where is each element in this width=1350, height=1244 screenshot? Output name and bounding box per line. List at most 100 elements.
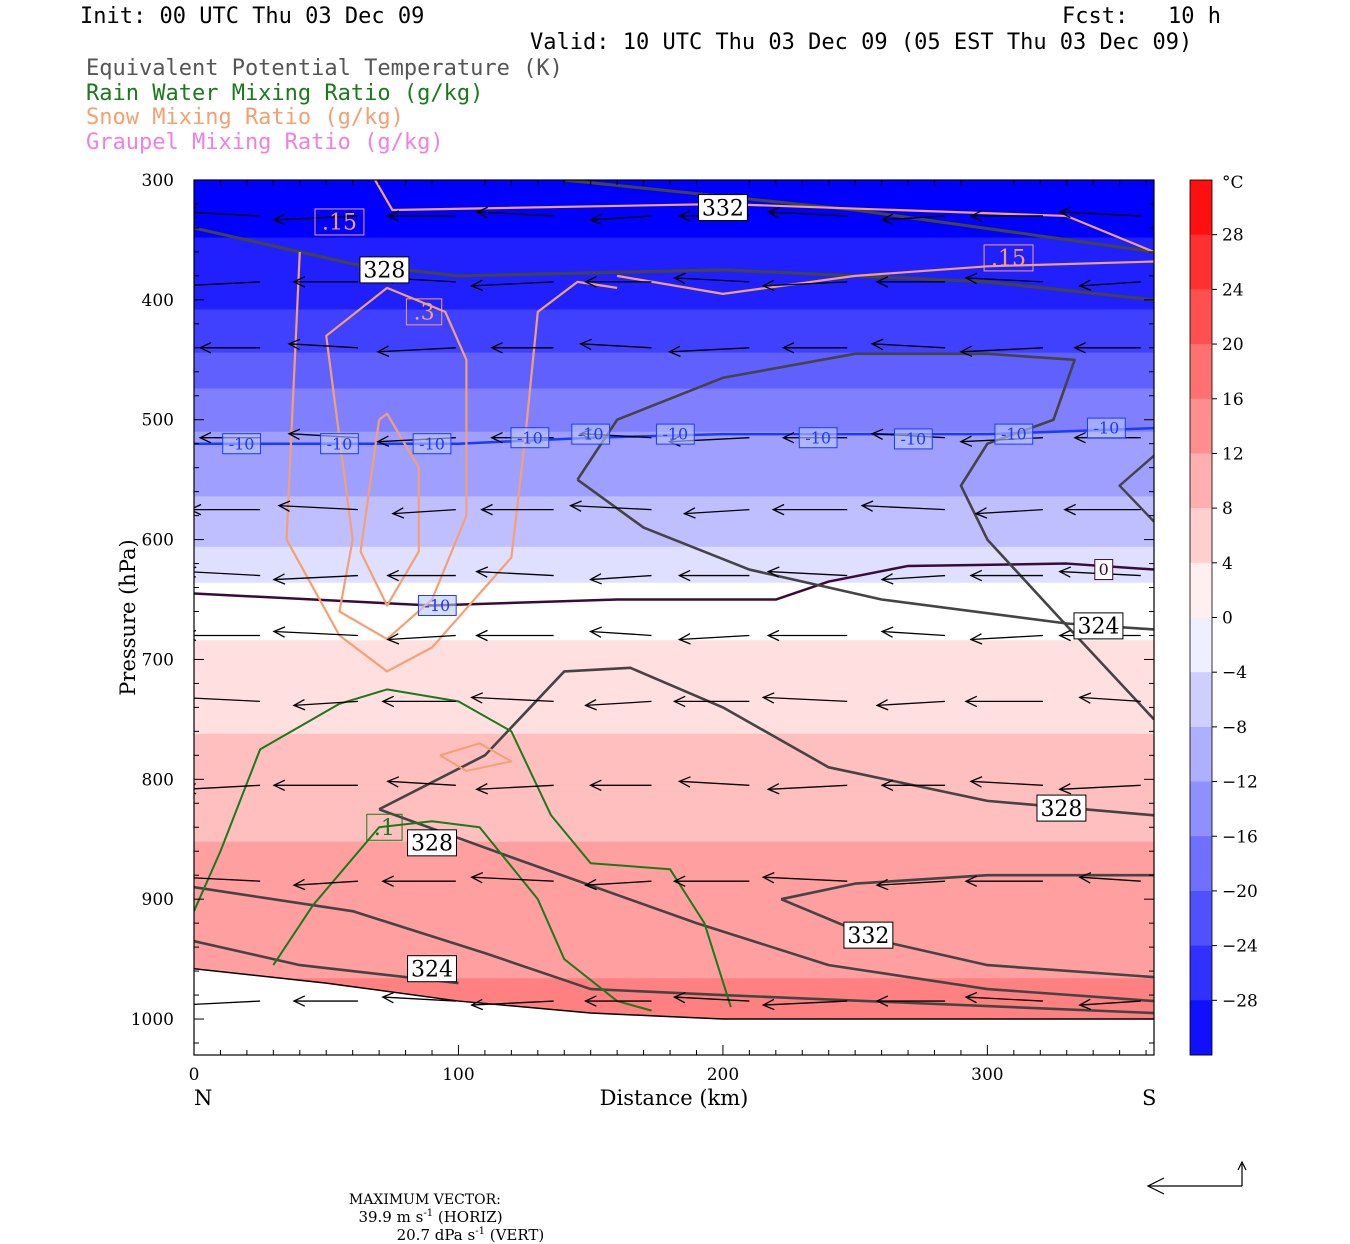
wind-vector-head [969, 210, 983, 222]
temp-band [194, 942, 1154, 951]
max-vector-label: MAXIMUM VECTOR: [348, 1192, 501, 1208]
temp-band [194, 331, 1154, 339]
isotherm-minus10-label: -10 [994, 423, 1034, 445]
temp-band [194, 525, 1154, 533]
wind-vector-head [672, 272, 686, 285]
wind-vector [684, 508, 750, 515]
wind-vector-head [198, 342, 212, 354]
wind-vector-head [386, 776, 400, 788]
temp-band [194, 446, 1154, 454]
wind-vector-head [974, 507, 988, 519]
wind-vector-head [292, 699, 306, 711]
wind-vector [590, 215, 652, 221]
theta-e-328-top [194, 226, 1154, 302]
wind-vector-head [391, 507, 405, 519]
wind-vector [278, 504, 358, 511]
wind-vector-head [766, 206, 780, 219]
isotherm-minus10-label: -10 [320, 433, 359, 455]
colorbar-segment [1190, 726, 1212, 783]
temp-band [194, 963, 1154, 972]
y-tick-label: 500 [142, 411, 174, 431]
wind-vector-head [682, 507, 696, 519]
wind-vector-head [292, 878, 306, 891]
x-tick-label: 300 [971, 1065, 1003, 1085]
wind-vector-head [771, 503, 785, 516]
rain-01-outer [194, 688, 732, 1008]
snow-015-outer [285, 251, 618, 673]
temp-band [194, 812, 1154, 821]
forecast-hour: Fcst: 10 h [1062, 4, 1221, 29]
wind-vector-head [969, 776, 983, 788]
colorbar-segment [1190, 398, 1212, 454]
colorbar-tick-label: 28 [1222, 226, 1244, 246]
wind-vector-head [1078, 692, 1092, 704]
wind-vector [590, 574, 652, 581]
colorbar-segment [1190, 617, 1212, 673]
x-start-label: N [194, 1086, 212, 1110]
wind-vector-head [277, 500, 291, 512]
temp-band [194, 755, 1154, 764]
wind-vector [882, 630, 946, 637]
plot-frame [193, 179, 1155, 1056]
wind-vector-head [381, 695, 394, 708]
temp-band [194, 467, 1154, 476]
x-axis-label: Distance (km) [600, 1086, 749, 1110]
wind-vector-head [1063, 503, 1076, 516]
colorbar-segment [1190, 508, 1212, 564]
wind-vector-head [480, 503, 493, 516]
theta-e-bottom [194, 939, 459, 985]
wind-vector [580, 343, 652, 349]
temp-band [194, 194, 1154, 203]
wind-vector [1059, 784, 1141, 790]
wind-vector [194, 281, 261, 286]
wind-vector-head [589, 213, 602, 225]
colorbar-segment [1190, 672, 1212, 728]
temp-band [194, 474, 1154, 483]
temp-band [194, 863, 1154, 872]
wind-vector [471, 696, 554, 703]
wind-vector [768, 570, 848, 577]
wind-vector [970, 780, 1043, 786]
temp-band [194, 891, 1154, 900]
wind-vector-head [376, 345, 390, 357]
wind-vector-head [490, 342, 503, 354]
y-tick-label: 300 [142, 171, 174, 191]
temp-band [194, 568, 1154, 577]
wind-vector-head [584, 699, 597, 711]
wind-vector-head [667, 345, 681, 357]
wind-vector-head [1058, 783, 1072, 795]
wind-vector [669, 347, 750, 353]
temp-band [194, 237, 1154, 246]
temp-band [194, 805, 1154, 814]
temp-band [194, 259, 1154, 267]
colorbar-segment [1190, 1000, 1212, 1056]
wind-vector-head [1073, 342, 1086, 354]
wind-vector-head [959, 435, 973, 447]
temp-band [194, 359, 1154, 368]
temp-band [194, 884, 1154, 893]
colorbar-segment [1190, 289, 1212, 345]
theta-e-label: 328 [407, 829, 457, 857]
temp-band [194, 971, 1154, 979]
wind-vector [273, 574, 358, 581]
temp-band [194, 661, 1154, 670]
temp-band [194, 316, 1154, 325]
isotherm-minus10-label-text: -10 [900, 430, 926, 449]
wind-vector [1079, 876, 1141, 882]
wind-vector [970, 634, 1043, 641]
colorbar-tick-label: 20 [1222, 335, 1244, 355]
wind-vector-head [766, 783, 780, 795]
wind-vector-head [677, 633, 691, 645]
temp-band [194, 352, 1154, 361]
temp-band [194, 589, 1154, 598]
wind-vector-head [287, 338, 301, 351]
horiz-value: 39.9 m s [358, 1208, 424, 1226]
temp-band [194, 705, 1154, 713]
colorbar-segment [1190, 562, 1212, 618]
wind-vector-head [589, 573, 602, 585]
wind-vector [877, 880, 946, 886]
temp-band [194, 618, 1154, 627]
wind-vector-head [964, 875, 978, 887]
max-vector-arrow-icon [1146, 1160, 1247, 1195]
temp-band [194, 287, 1154, 296]
